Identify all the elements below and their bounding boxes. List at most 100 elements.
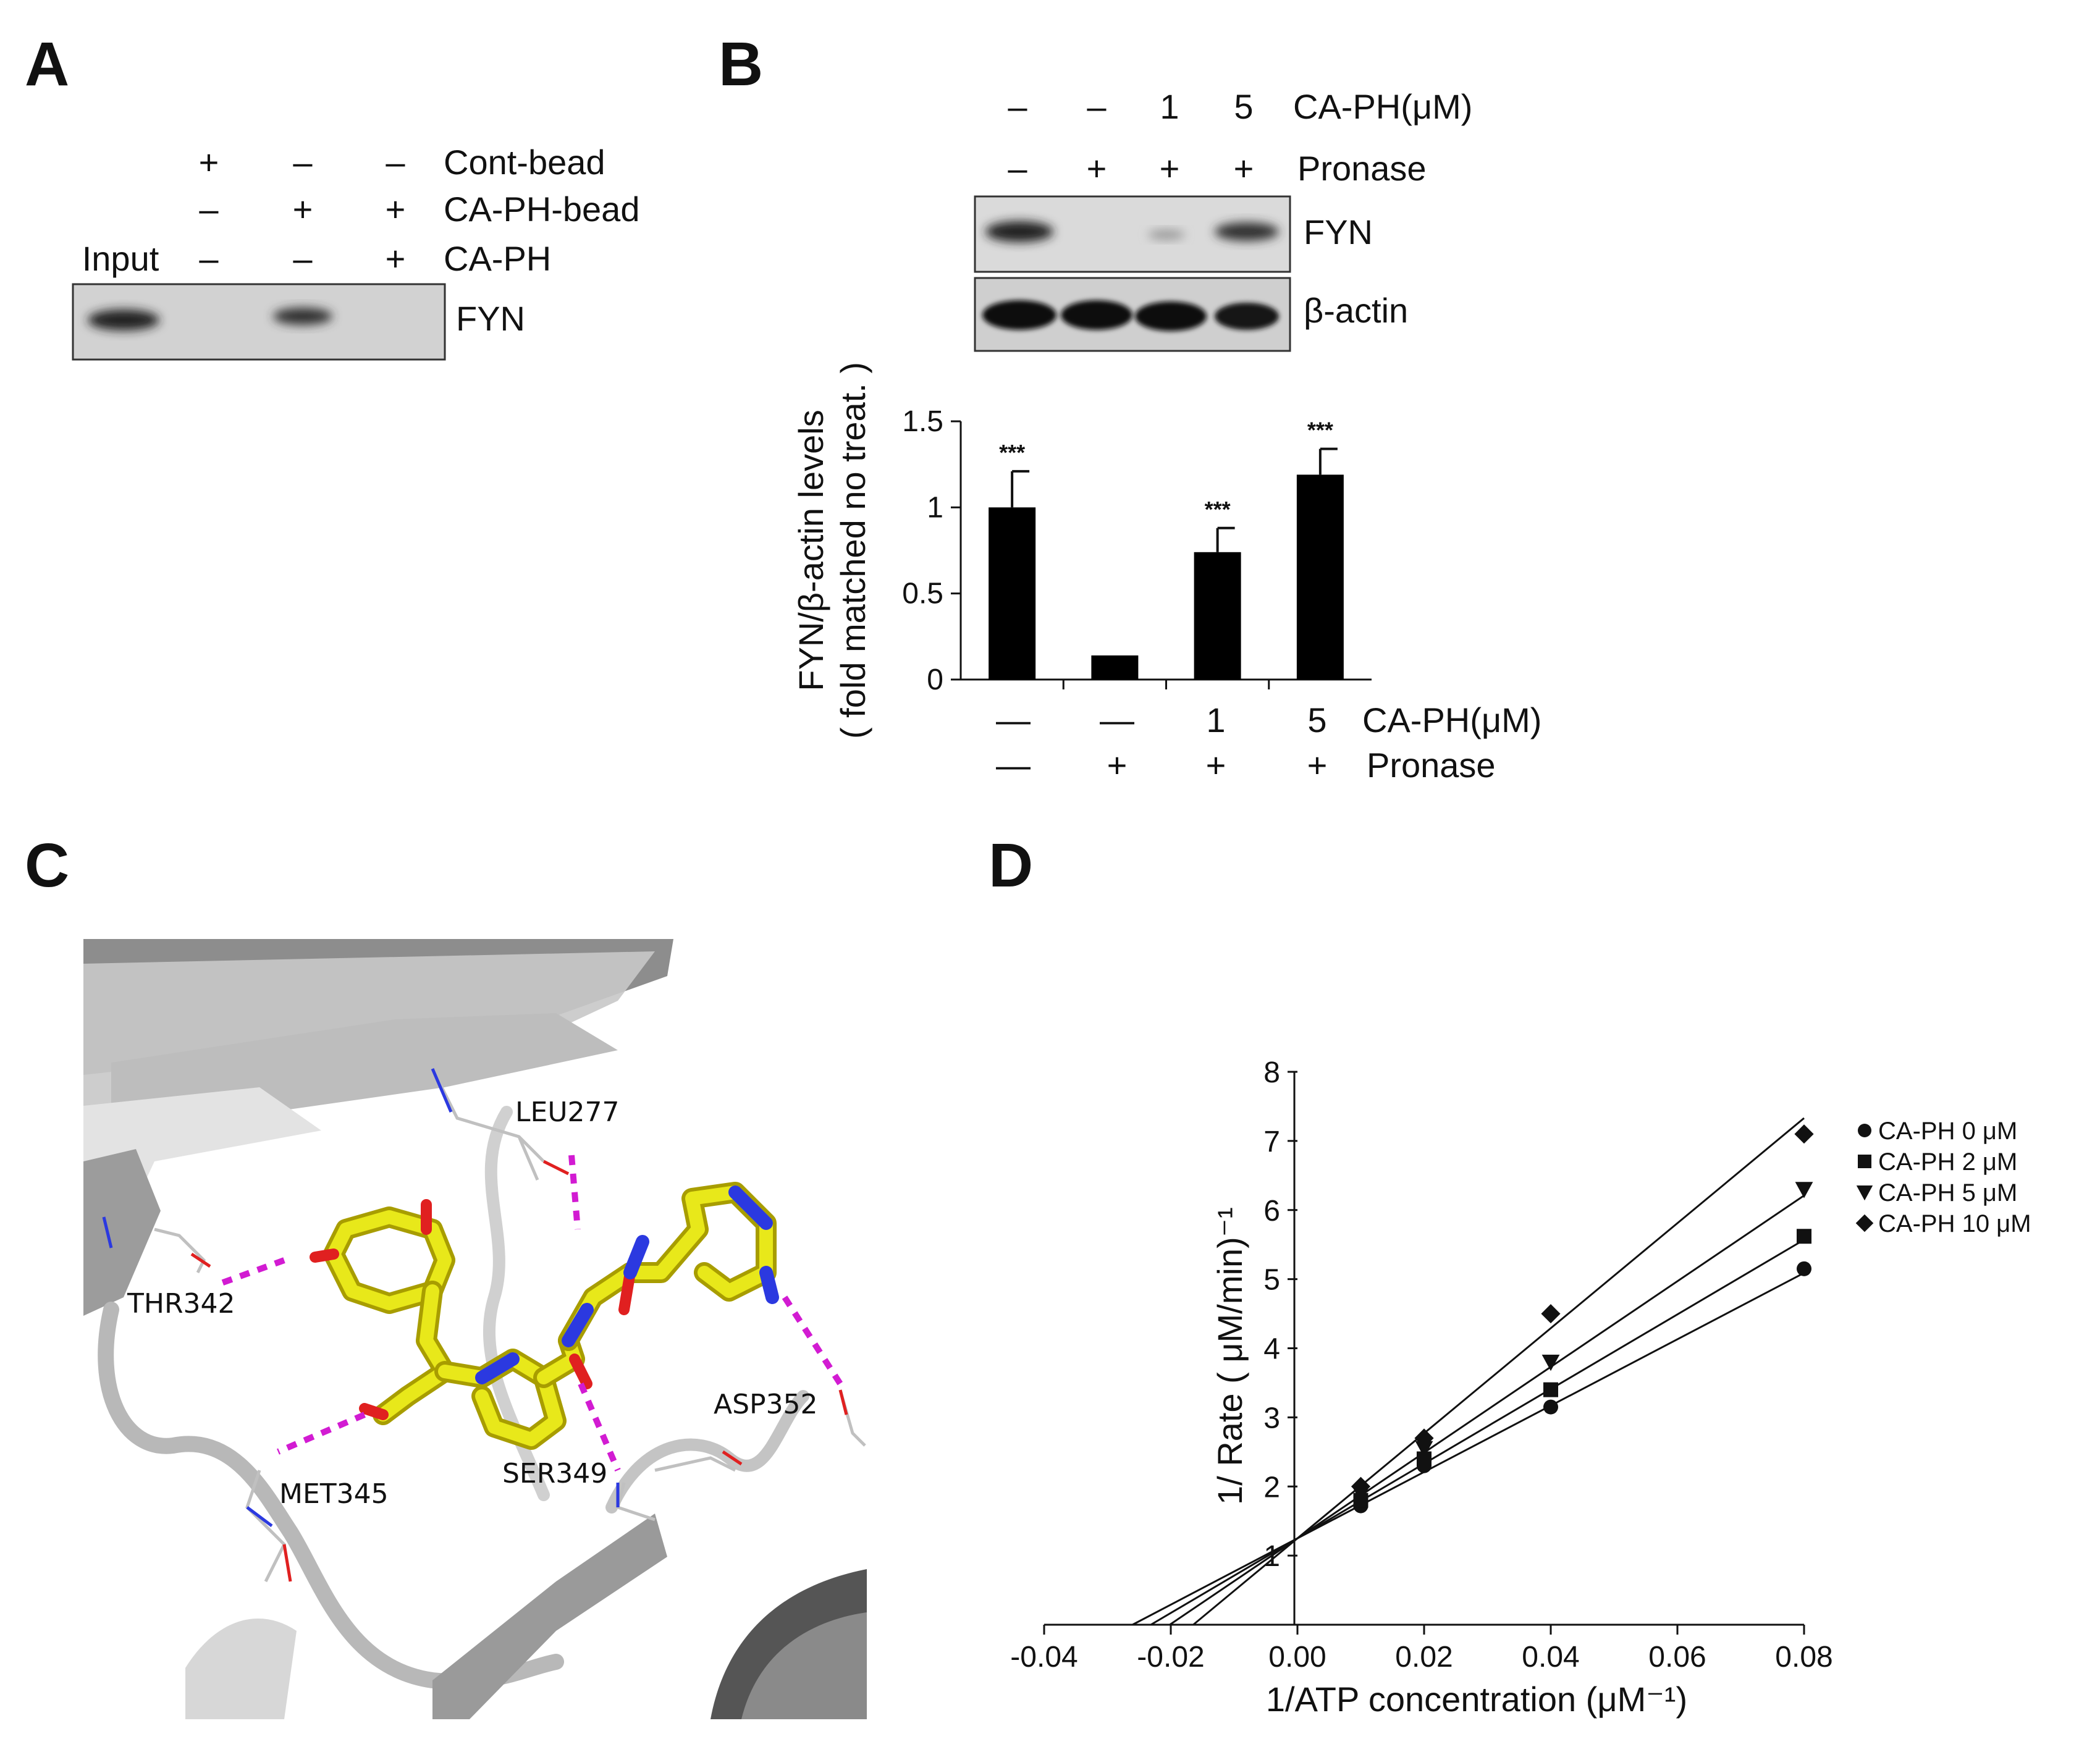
c-residue-label: ASP352: [714, 1389, 818, 1420]
d-x-axis-label: 1/ATP concentration (μM⁻¹): [1266, 1680, 1687, 1719]
b-actin-band: [1215, 303, 1279, 330]
c-sidechain: [542, 1160, 570, 1176]
panel-a-blot: FYN: [72, 283, 525, 361]
d-data-point: [1541, 1303, 1561, 1324]
b-bar-chart: 0 0.5 1 1.5 *** *** *** FYN/β-actin levels ( …: [791, 362, 1372, 739]
d-y-ticks: 12345678: [1263, 1056, 1297, 1573]
d-x-tick-label: 0.02: [1395, 1641, 1453, 1674]
b-bar: [1194, 552, 1241, 680]
panel-c-molecular-render: LEU277 THR342 MET345 SER349 ASP352: [83, 938, 867, 1719]
d-data-point: [1794, 1124, 1814, 1144]
d-legend-label: CA-PH 10 μM: [1878, 1210, 2031, 1237]
b-y-tick-label: 0.5: [902, 578, 943, 610]
b-top-val: 1: [1160, 87, 1179, 126]
a-condition-label: CA-PH-bead: [444, 190, 639, 229]
d-x-tick-label: 0.00: [1268, 1641, 1326, 1674]
a-condition-label: CA-PH: [444, 239, 551, 278]
d-legend: CA-PH 0 μM CA-PH 2 μM CA-PH 5 μM CA-PH 10 μ…: [1855, 1118, 2031, 1237]
d-y-tick-label: 2: [1263, 1471, 1280, 1504]
b-bar: [989, 507, 1036, 680]
b-y-axis-label: ( fold matched no treat. ): [833, 362, 872, 739]
panel-a-letter: A: [25, 30, 69, 99]
b-x-ticks: [1062, 680, 1270, 689]
b-bottom-val: +: [1107, 746, 1128, 785]
b-top-val: +: [1160, 149, 1180, 188]
b-significance-label: ***: [1205, 497, 1231, 522]
d-legend-label: CA-PH 5 μM: [1878, 1179, 2017, 1206]
d-data-point: [1541, 1354, 1560, 1371]
b-bar: [1296, 474, 1344, 680]
a-sign: –: [386, 143, 405, 182]
panel-a-conditions: + – – Cont-bead – + + CA-PH-bead Input –…: [82, 143, 640, 278]
b-bottom-val: —: [996, 746, 1031, 785]
b-bottom-val: +: [1307, 746, 1328, 785]
panel-c-letter: C: [25, 831, 69, 900]
b-y-tick-label: 0: [927, 663, 943, 696]
d-legend-marker: [1856, 1185, 1873, 1201]
b-top-label: CA-PH(μM): [1293, 87, 1472, 126]
d-fit-line: [1169, 1195, 1805, 1626]
b-y-tick-label: 1.5: [902, 405, 943, 438]
c-residue-label: THR342: [127, 1288, 235, 1320]
b-top-val: –: [1008, 149, 1027, 188]
c-sidechain: [282, 1544, 292, 1582]
b-y-tick-label: 1: [927, 491, 943, 524]
d-x-tick-label: 0.08: [1775, 1641, 1832, 1674]
c-ribbon-sheet: [83, 1087, 321, 1266]
b-top-val: +: [1234, 149, 1254, 188]
a-input-label: Input: [82, 239, 159, 278]
b-blot-label: FYN: [1304, 213, 1373, 251]
d-data-point: [1415, 1441, 1433, 1458]
b-actin-band: [982, 300, 1056, 330]
b-bottom-val: 5: [1307, 701, 1326, 739]
b-significance-label: ***: [999, 440, 1025, 465]
d-data-point: [1543, 1382, 1558, 1397]
panel-d-letter: D: [989, 831, 1033, 900]
c-sidechain: [431, 1067, 545, 1181]
b-blot-label: β-actin: [1304, 291, 1408, 330]
d-y-axis-label: 1/ Rate ( μM/min)⁻¹: [1210, 1207, 1249, 1505]
c-coil: [605, 1390, 809, 1514]
d-x-tick-label: 0.04: [1522, 1641, 1579, 1674]
a-sign: +: [386, 190, 406, 229]
b-fyn-band: [985, 221, 1053, 242]
c-sidechain: [190, 1252, 211, 1268]
c-ribbon-sheet: [111, 1013, 618, 1174]
b-top-val: –: [1087, 87, 1107, 126]
b-bottom-val: +: [1206, 746, 1226, 785]
d-fit-lines: [1132, 1117, 1805, 1626]
a-sign: +: [293, 190, 313, 229]
a-band-input: [88, 309, 159, 331]
d-data-points: [1351, 1124, 1814, 1514]
d-y-tick-label: 5: [1263, 1264, 1280, 1297]
c-sidechain: [838, 1389, 848, 1415]
b-bottom-val: —: [1100, 701, 1134, 739]
a-sign: –: [293, 143, 313, 182]
d-fit-line: [1132, 1272, 1805, 1626]
c-hydrogen-bonds: [215, 1155, 843, 1472]
b-y-axis-label: FYN/β-actin levels: [791, 410, 830, 691]
c-ligand: [310, 1182, 779, 1450]
d-x-tick-label: 0.06: [1648, 1641, 1706, 1674]
d-data-point: [1797, 1261, 1811, 1276]
a-sign: +: [386, 239, 406, 278]
b-bar: [1091, 655, 1139, 680]
c-sidechain: [431, 1068, 453, 1113]
panel-b-top-rows: – – 1 5 CA-PH(μM) – + + + Pronase: [1008, 87, 1472, 188]
b-bars: *** *** ***: [989, 418, 1344, 680]
d-data-point: [1414, 1428, 1434, 1448]
d-data-point: [1795, 1182, 1813, 1198]
d-data-point: [1543, 1399, 1558, 1415]
a-band-lane3: [273, 308, 332, 325]
c-sidechain: [245, 1470, 287, 1583]
c-residue-label: SER349: [502, 1458, 607, 1489]
b-fyn-band: [1148, 230, 1185, 240]
b-top-label: Pronase: [1297, 149, 1427, 188]
d-y-tick-label: 6: [1263, 1195, 1280, 1227]
b-significance-label: ***: [1307, 418, 1333, 443]
d-legend-label: CA-PH 2 μM: [1878, 1148, 2017, 1176]
a-sign: –: [199, 190, 219, 229]
b-bottom-val: 1: [1206, 701, 1225, 739]
a-sign: +: [199, 143, 219, 182]
